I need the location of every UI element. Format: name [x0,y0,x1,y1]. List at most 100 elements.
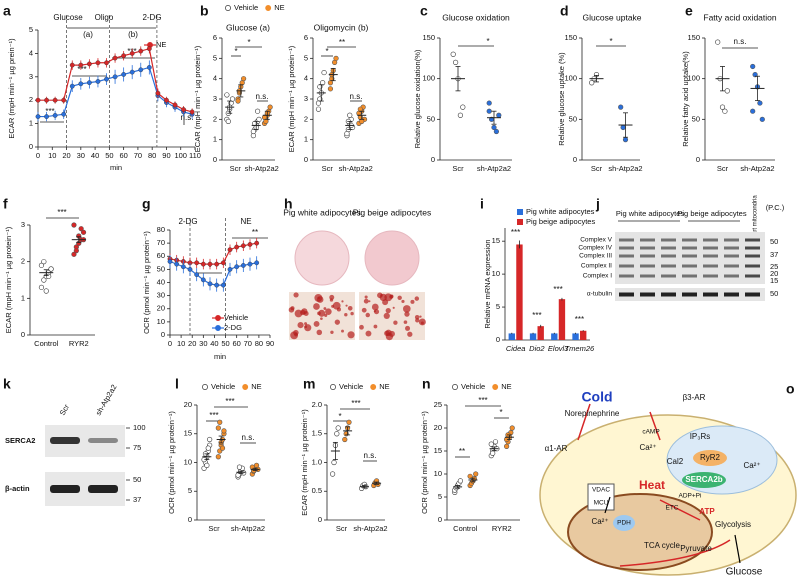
point [207,436,213,443]
diagram-label: RyR2 [700,453,721,462]
stain [347,305,353,311]
annotation: * [234,47,237,56]
x-tick-label: Scr [452,164,464,173]
y-tick-label: 4 [213,74,217,83]
diagram-label: α1-AR [545,444,568,453]
marker-label: 15 [770,276,778,285]
chart-title: Fatty acid oxidation [703,12,777,22]
band [619,254,634,258]
band [703,254,718,258]
diagram-label: ATP [699,507,715,516]
point [346,419,352,425]
chart-subtitle: Oligomycin (b) [314,22,369,32]
stain [313,321,320,327]
point [333,55,339,61]
y-tick-label: 20 [157,304,165,313]
point [722,108,728,114]
legend-label: Pig beige adipocytes [526,217,595,226]
stain [393,320,398,325]
diagram-label: Glycolysis [715,520,751,529]
x-tick-label: Scr [322,164,334,173]
point [215,454,221,460]
annotation: *** [209,411,218,420]
point [234,264,240,270]
diagram-label: ETC [666,505,679,512]
point [473,471,479,477]
x-tick-label: 90 [266,339,274,348]
point [315,106,322,112]
chart-subtitle: Glucose (a) [226,22,270,32]
band [682,246,697,250]
annotation: (a) [83,30,93,39]
point [724,88,730,94]
stain [341,300,344,303]
x-tick-label: RYR2 [492,524,512,533]
x-tick-label: Tmem26 [565,344,595,353]
annotation: Glucose [53,13,83,22]
point [224,92,230,98]
point [44,114,49,119]
stain [345,304,348,307]
bar [580,330,587,340]
band [724,264,739,268]
annotation: * [499,408,502,417]
point [457,478,463,484]
y-tick-label: 70 [157,238,165,247]
point [327,80,334,86]
marker-label: 25 [770,262,778,271]
y-tick-label: 10 [492,269,500,278]
point [467,473,473,479]
point [327,86,334,92]
band [703,274,718,278]
y-tick-label: 6 [213,33,217,42]
point [622,137,629,143]
stain [359,324,364,330]
point [138,48,144,54]
stain [407,331,413,337]
band [640,254,655,258]
y-tick-label: 5 [496,302,500,311]
point [200,277,206,283]
panel-label: h [284,196,293,212]
x-tick-label: 70 [134,151,142,160]
stain [368,300,371,303]
point [189,109,195,115]
annotation: (b) [128,30,138,39]
y-tick-label: 5 [188,486,192,495]
point [359,118,365,124]
point [221,428,227,434]
y-tick-label: 1.0 [312,457,322,466]
x-tick-label: 80 [255,339,263,348]
annotation: n.s. [364,451,377,460]
point [35,97,41,103]
point [486,100,492,106]
stain [318,309,326,317]
legend-label: NE [156,40,166,49]
stain [347,331,355,339]
y-axis-label: Relative mRNA expression [483,239,492,328]
diagram-label: IP₃Rs [690,432,711,441]
point [52,113,58,118]
arrow [577,403,731,567]
band [661,238,676,242]
annotation: n.s. [256,92,269,101]
x-tick-label: 70 [244,339,252,348]
legend-marker [330,384,336,390]
y-axis-label: ECAR (mpH min⁻¹ µg protein⁻¹) [4,226,13,333]
band [682,292,697,297]
y-tick-label: 10 [434,469,442,478]
point [129,69,135,75]
annotation: *** [225,397,234,406]
annotation: * [247,38,250,47]
x-tick-label: 40 [210,339,218,348]
y-tick-label: 3 [21,220,25,229]
band [619,246,634,250]
stain [334,319,341,325]
point [254,108,261,114]
point [38,262,45,268]
annotation: *** [57,208,66,217]
serca [682,472,726,488]
point [95,60,101,66]
band [661,292,676,297]
point [146,65,152,70]
